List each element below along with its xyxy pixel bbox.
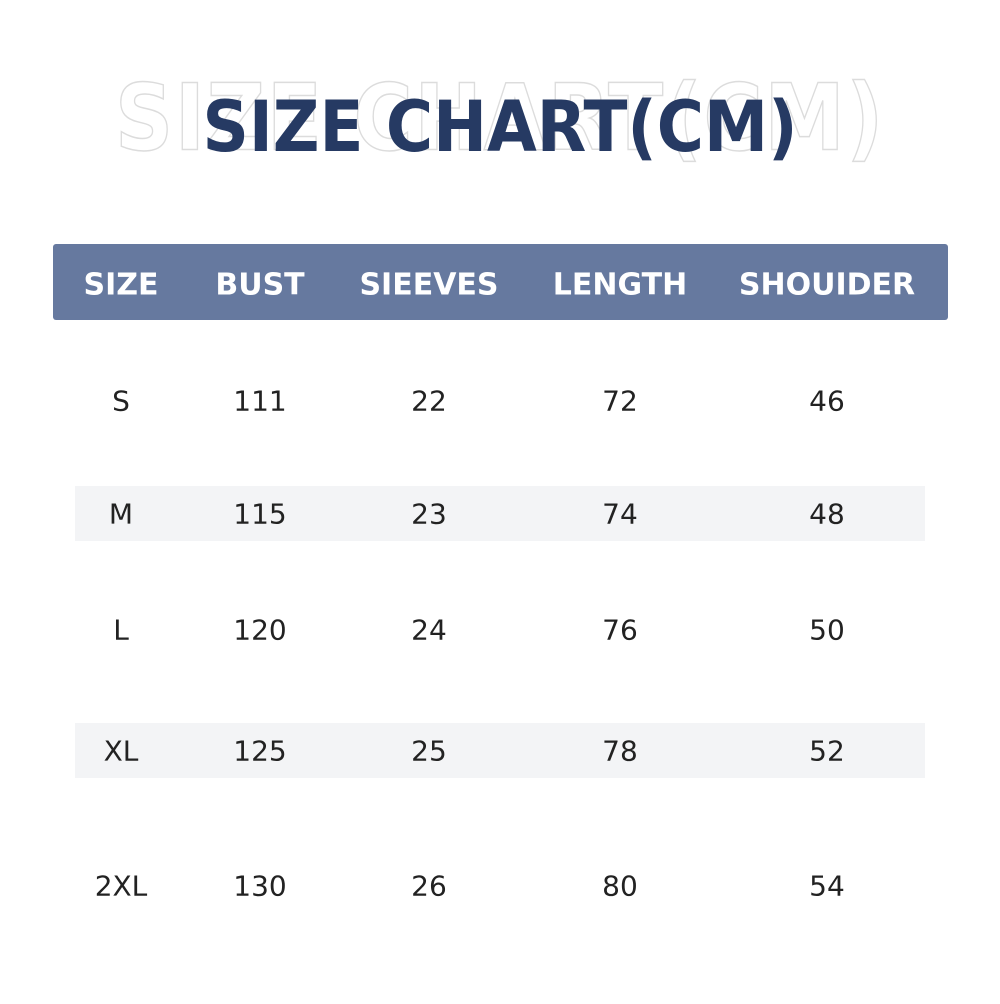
- table-cell: S: [112, 385, 130, 418]
- column-header: SIZE: [83, 268, 158, 303]
- table-cell: M: [109, 498, 133, 531]
- title-shadow: SIZE CHART(CM): [115, 65, 885, 172]
- table-cell: 23: [411, 498, 447, 531]
- table-cell: 130: [233, 870, 286, 903]
- table-cell: 115: [233, 498, 286, 531]
- table-cell: 54: [809, 870, 845, 903]
- row-stripe: [75, 723, 925, 778]
- table-cell: 78: [602, 735, 638, 768]
- table-cell: 46: [809, 385, 845, 418]
- table-cell: 74: [602, 498, 638, 531]
- header-bar: [53, 244, 948, 320]
- table-cell: L: [113, 614, 129, 647]
- table-cell: 120: [233, 614, 286, 647]
- title: SIZE CHART(CM): [203, 86, 798, 168]
- table-cell: 25: [411, 735, 447, 768]
- table-cell: 76: [602, 614, 638, 647]
- table-cell: 2XL: [95, 870, 148, 903]
- table-cell: 22: [411, 385, 447, 418]
- table-cell: 111: [233, 385, 286, 418]
- table-cell: 48: [809, 498, 845, 531]
- table-cell: 50: [809, 614, 845, 647]
- table-cell: 80: [602, 870, 638, 903]
- table-cell: 72: [602, 385, 638, 418]
- column-header: SHOUIDER: [739, 268, 915, 303]
- column-header: SIEEVES: [359, 268, 498, 303]
- column-header: BUST: [215, 268, 305, 303]
- table-cell: 52: [809, 735, 845, 768]
- table-cell: 125: [233, 735, 286, 768]
- table-cell: XL: [104, 735, 139, 768]
- table-cell: 26: [411, 870, 447, 903]
- column-header: LENGTH: [553, 268, 687, 303]
- row-stripe: [75, 486, 925, 541]
- table-cell: 24: [411, 614, 447, 647]
